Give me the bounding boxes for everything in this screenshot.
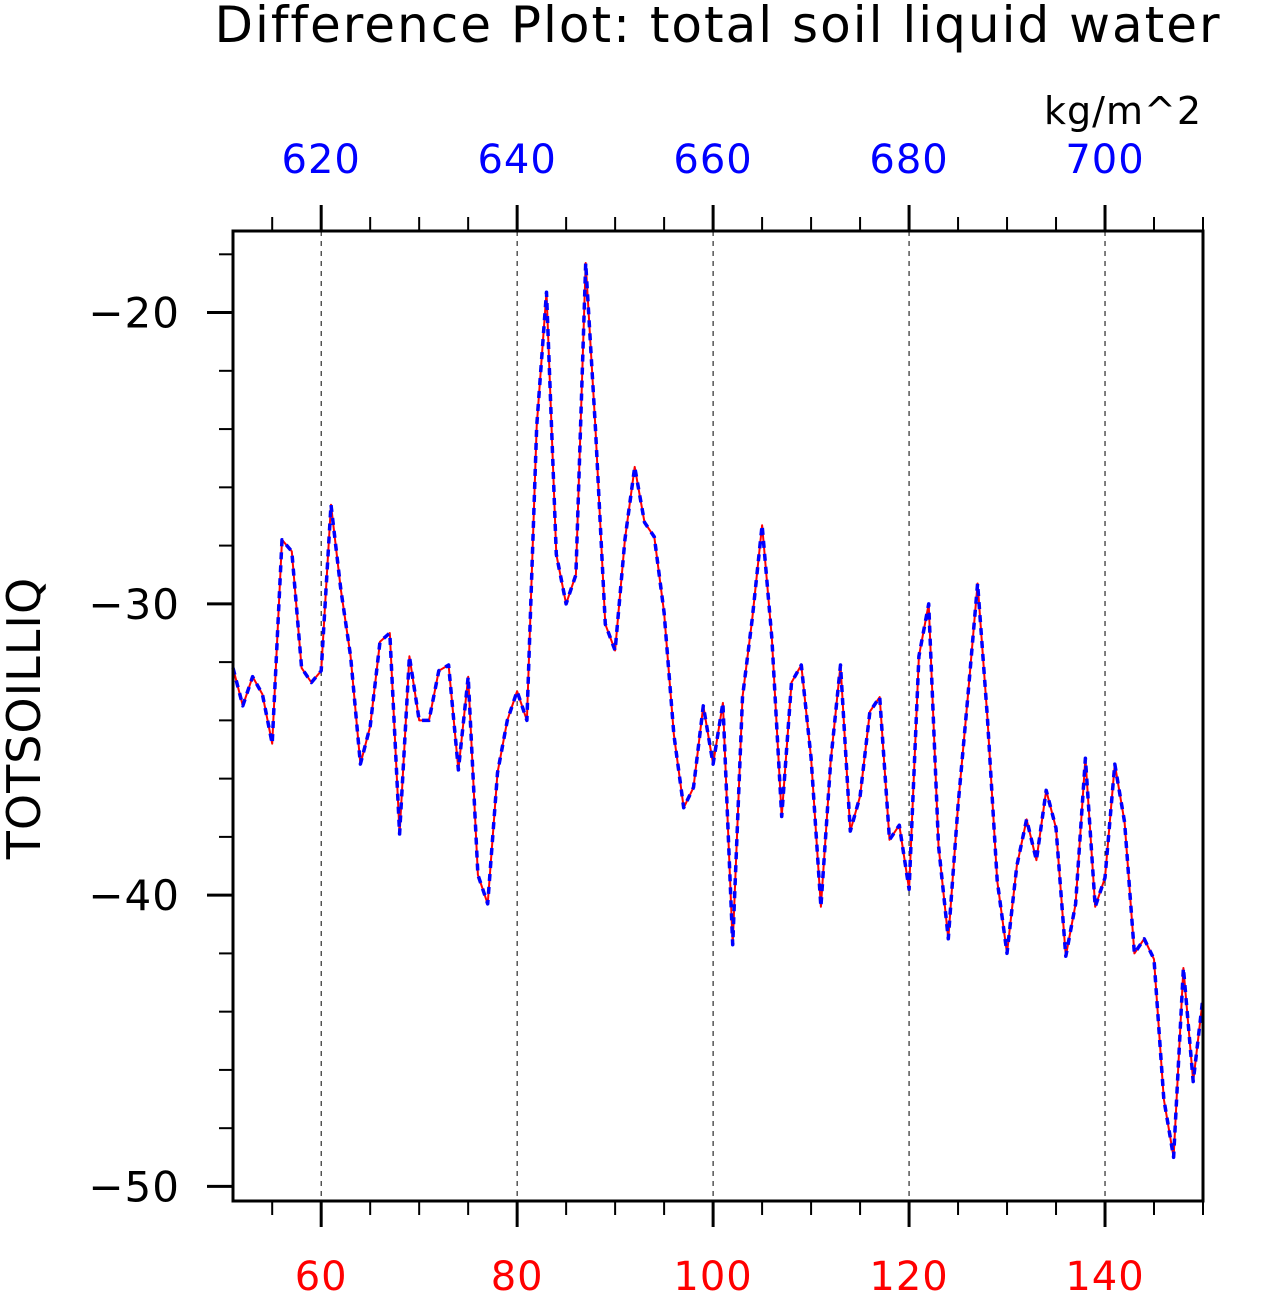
bottom-tick-label: 60	[295, 1254, 348, 1293]
bottom-tick-label: 100	[673, 1254, 752, 1293]
top-tick-label: 660	[673, 137, 752, 183]
y-tick-label: −40	[88, 871, 180, 920]
top-tick-label: 700	[1065, 137, 1144, 183]
y-tick-label: −50	[88, 1162, 180, 1211]
series-lines	[231, 261, 1205, 1160]
chart-title: Difference Plot: total soil liquid water	[214, 0, 1221, 54]
bottom-tick-label: 80	[491, 1254, 544, 1293]
y-axis-label: TOTSOILLIQ	[0, 577, 51, 860]
plot-frame	[231, 229, 1205, 1203]
top-tick-label: 640	[477, 137, 556, 183]
top-tick-label: 680	[869, 137, 948, 183]
grid-lines	[320, 231, 1106, 1201]
axis-ticks	[207, 205, 1204, 1227]
bottom-tick-label: 140	[1065, 1254, 1144, 1293]
top-tick-label: 620	[282, 137, 361, 183]
y-tick-label: −20	[88, 289, 180, 338]
bottom-tick-label: 120	[869, 1254, 948, 1293]
series-line-red	[232, 262, 1204, 1159]
y-tick-label: −30	[88, 580, 180, 629]
tick-labels: 60 80 100 120 140 620 640 660 680 700 −20 −30 −40 −50	[88, 137, 1144, 1293]
series-line-blue	[231, 261, 1205, 1160]
units-label: kg/m^2	[1044, 89, 1202, 133]
